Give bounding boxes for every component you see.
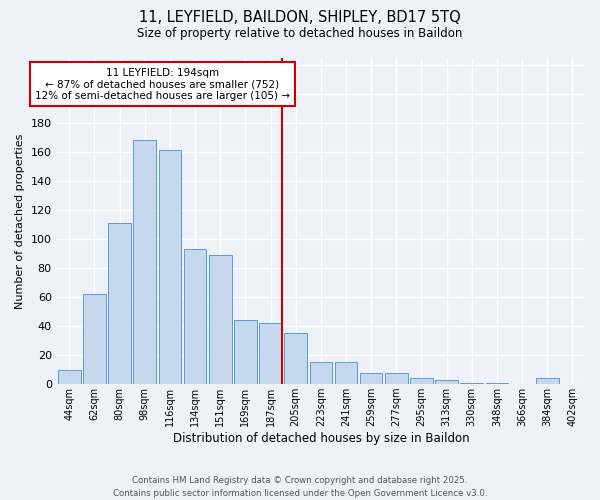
Text: Size of property relative to detached houses in Baildon: Size of property relative to detached ho… <box>137 28 463 40</box>
Y-axis label: Number of detached properties: Number of detached properties <box>15 133 25 308</box>
Bar <box>460 382 483 384</box>
Text: 11 LEYFIELD: 194sqm
← 87% of detached houses are smaller (752)
12% of semi-detac: 11 LEYFIELD: 194sqm ← 87% of detached ho… <box>35 68 290 101</box>
Bar <box>310 362 332 384</box>
Bar <box>485 382 508 384</box>
Bar <box>436 380 458 384</box>
Text: Contains HM Land Registry data © Crown copyright and database right 2025.
Contai: Contains HM Land Registry data © Crown c… <box>113 476 487 498</box>
Bar <box>335 362 358 384</box>
Bar <box>83 294 106 384</box>
Bar <box>58 370 80 384</box>
X-axis label: Distribution of detached houses by size in Baildon: Distribution of detached houses by size … <box>173 432 469 445</box>
Bar <box>133 140 156 384</box>
Bar <box>536 378 559 384</box>
Bar <box>284 334 307 384</box>
Bar <box>360 372 382 384</box>
Text: 11, LEYFIELD, BAILDON, SHIPLEY, BD17 5TQ: 11, LEYFIELD, BAILDON, SHIPLEY, BD17 5TQ <box>139 10 461 25</box>
Bar <box>209 255 232 384</box>
Bar <box>385 372 407 384</box>
Bar <box>234 320 257 384</box>
Bar <box>259 323 282 384</box>
Bar <box>410 378 433 384</box>
Bar <box>108 223 131 384</box>
Bar <box>158 150 181 384</box>
Bar <box>184 249 206 384</box>
